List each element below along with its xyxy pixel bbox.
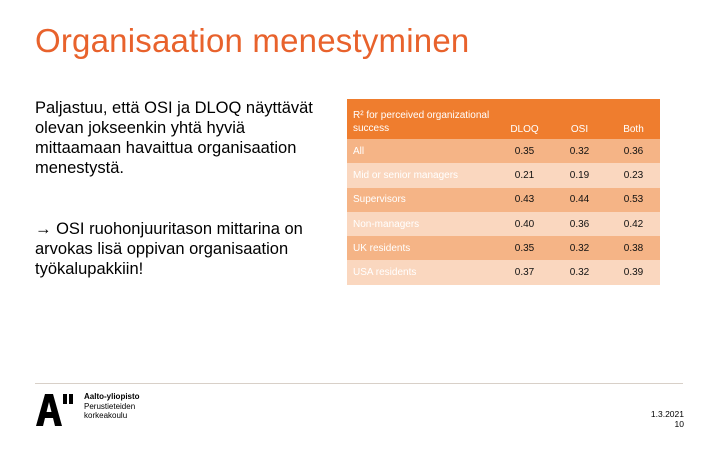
table-row: USA residents 0.37 0.32 0.39 bbox=[347, 260, 660, 285]
cell-osi: 0.19 bbox=[569, 169, 590, 181]
logo-line-2: Perustieteiden bbox=[84, 401, 136, 411]
logo-line-1: Aalto-yliopisto bbox=[84, 392, 140, 401]
logo-text: Aalto-yliopisto Perustieteiden korkeakou… bbox=[84, 392, 204, 421]
row-label: USA residents bbox=[353, 267, 417, 279]
cell-osi: 0.44 bbox=[569, 194, 590, 206]
table-header-dloq: DLOQ bbox=[510, 124, 539, 135]
cell-both: 0.36 bbox=[623, 145, 644, 157]
slide-date: 1.3.2021 bbox=[650, 409, 684, 419]
table-header-osi: OSI bbox=[570, 124, 589, 135]
cell-dloq: 0.43 bbox=[514, 194, 535, 206]
results-table: R² for perceived organizational success … bbox=[347, 99, 660, 285]
aalto-logo-icon bbox=[36, 394, 73, 426]
cell-osi: 0.36 bbox=[569, 218, 590, 230]
cell-both: 0.39 bbox=[623, 267, 644, 279]
cell-dloq: 0.21 bbox=[514, 169, 535, 181]
cell-both: 0.42 bbox=[623, 218, 644, 230]
body-paragraph-1: Paljastuu, että OSI ja DLOQ näyttävät ol… bbox=[35, 99, 313, 177]
body-paragraph-2-text: OSI ruohonjuuritason mittarina on arvoka… bbox=[35, 220, 303, 278]
footer-divider bbox=[35, 383, 683, 384]
body-paragraph-2: → OSI ruohonjuuritason mittarina on arvo… bbox=[35, 219, 325, 279]
table-row: UK residents 0.35 0.32 0.38 bbox=[347, 236, 660, 261]
table-row: Supervisors 0.43 0.44 0.53 bbox=[347, 187, 660, 212]
cell-dloq: 0.40 bbox=[514, 218, 535, 230]
arrow-icon: → bbox=[35, 220, 52, 238]
cell-dloq: 0.37 bbox=[514, 267, 535, 279]
cell-both: 0.38 bbox=[623, 242, 644, 254]
cell-both: 0.23 bbox=[623, 169, 644, 181]
table-row: Non-managers 0.40 0.36 0.42 bbox=[347, 211, 660, 237]
table-header-label: R² for perceived organizational success bbox=[353, 110, 490, 134]
footer-date-page: 1.3.2021 10 bbox=[651, 409, 684, 429]
cell-dloq: 0.35 bbox=[514, 145, 535, 157]
cell-osi: 0.32 bbox=[569, 145, 590, 157]
page-number: 10 bbox=[674, 419, 684, 429]
row-label: Supervisors bbox=[353, 194, 406, 206]
cell-dloq: 0.35 bbox=[514, 242, 535, 254]
logo-line-3: korkeakoulu bbox=[84, 411, 128, 420]
table-header-row: R² for perceived organizational success … bbox=[347, 99, 660, 139]
table-row: All 0.35 0.32 0.36 bbox=[347, 139, 660, 164]
table-header-both: Both bbox=[623, 124, 644, 135]
cell-osi: 0.32 bbox=[569, 242, 590, 254]
cell-both: 0.53 bbox=[623, 194, 644, 206]
table-row: Mid or senior managers 0.21 0.19 0.23 bbox=[347, 163, 660, 188]
row-label: All bbox=[353, 145, 365, 157]
row-label: Mid or senior managers bbox=[353, 169, 459, 181]
slide-title: Organisaation menestyminen bbox=[35, 22, 470, 59]
row-label: UK residents bbox=[353, 242, 411, 254]
cell-osi: 0.32 bbox=[569, 267, 590, 279]
row-label: Non-managers bbox=[353, 218, 420, 230]
